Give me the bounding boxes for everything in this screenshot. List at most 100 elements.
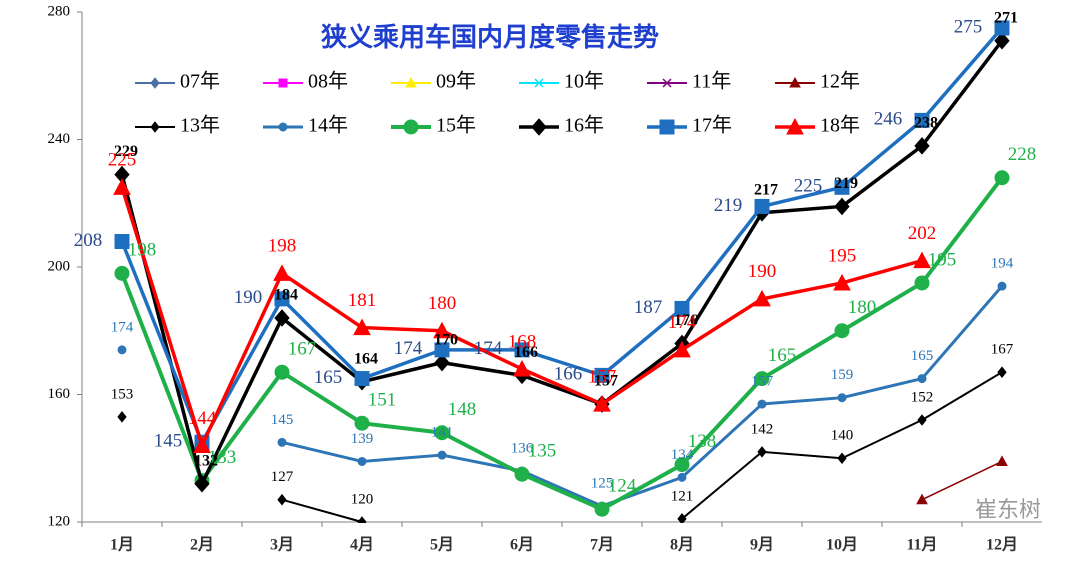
x-tick-label: 5月 — [430, 536, 454, 554]
series-line — [281, 498, 363, 523]
marker — [837, 393, 847, 403]
marker — [677, 513, 687, 523]
data-label: 166 — [514, 344, 538, 361]
data-label: 190 — [234, 287, 263, 308]
series-line — [120, 186, 923, 448]
marker — [114, 265, 130, 281]
data-label: 275 — [954, 16, 983, 37]
data-label: 139 — [351, 431, 374, 447]
legend-label: 13年 — [180, 114, 220, 137]
data-label: 127 — [271, 469, 294, 485]
marker — [274, 364, 290, 380]
data-label: 225 — [108, 150, 137, 171]
legend-label: 16年 — [564, 114, 604, 137]
legend-label: 17年 — [692, 114, 732, 137]
x-tick-label: 9月 — [750, 536, 774, 554]
data-label: 187 — [634, 297, 663, 318]
data-label: 202 — [908, 223, 937, 244]
marker — [834, 179, 850, 195]
marker — [593, 395, 611, 412]
marker — [357, 456, 367, 466]
data-label: 225 — [794, 176, 823, 197]
data-label: 157 — [751, 374, 774, 390]
data-label: 174 — [394, 338, 423, 359]
marker — [994, 170, 1010, 186]
marker — [594, 501, 610, 517]
data-label: 228 — [1008, 144, 1037, 165]
y-tick-label: 280 — [48, 3, 71, 19]
data-label: 271 — [994, 9, 1018, 26]
legend-marker — [150, 77, 160, 89]
data-label: 180 — [428, 293, 457, 314]
data-label: 124 — [608, 476, 637, 497]
data-label: 145 — [154, 431, 183, 452]
marker — [673, 340, 691, 358]
x-tick-label: 7月 — [590, 536, 614, 554]
data-label: 140 — [831, 428, 854, 444]
marker — [117, 345, 127, 355]
marker — [274, 309, 290, 327]
x-tick-label: 4月 — [350, 536, 374, 554]
data-label: 167 — [991, 342, 1014, 358]
series-line — [120, 39, 1004, 486]
data-label: 157 — [588, 366, 617, 387]
data-label: 144 — [188, 408, 217, 429]
legend-label: 11年 — [692, 70, 731, 93]
y-tick-label: 240 — [48, 131, 71, 147]
legend-marker — [405, 76, 417, 88]
legend-label: 07年 — [180, 70, 220, 93]
marker — [834, 323, 850, 339]
data-label: 198 — [268, 236, 297, 257]
marker — [674, 300, 690, 316]
marker — [353, 318, 371, 336]
data-label: 164 — [354, 350, 378, 367]
legend-label: 10年 — [564, 70, 604, 93]
marker — [997, 281, 1007, 291]
data-label: 125 — [591, 476, 614, 492]
data-label: 159 — [831, 367, 854, 383]
series-line — [120, 26, 1004, 445]
marker — [433, 321, 451, 339]
data-label: 219 — [834, 175, 858, 192]
marker — [913, 251, 931, 269]
marker — [437, 450, 447, 460]
data-label: 148 — [448, 399, 477, 420]
data-label: 136 — [511, 440, 534, 456]
marker — [357, 516, 367, 523]
y-tick-label: 200 — [48, 258, 71, 274]
data-label: 138 — [688, 431, 717, 452]
legend-marker — [278, 78, 288, 88]
x-tick-label: 10月 — [826, 536, 858, 554]
marker — [193, 436, 211, 453]
data-label: 165 — [314, 367, 343, 388]
marker — [757, 446, 767, 458]
data-label: 246 — [874, 109, 903, 130]
legend-marker — [403, 119, 419, 135]
x-tick-label: 6月 — [510, 536, 534, 554]
marker — [434, 353, 450, 372]
marker — [674, 457, 690, 473]
legend-marker — [150, 121, 160, 133]
legend-marker — [789, 76, 801, 88]
x-tick-label: 11月 — [906, 536, 937, 554]
data-label: 121 — [671, 488, 694, 504]
data-label: 180 — [848, 297, 877, 318]
marker — [277, 437, 287, 447]
y-tick-label: 120 — [48, 513, 71, 529]
data-label: 194 — [991, 256, 1014, 272]
data-label: 168 — [508, 331, 537, 352]
y-tick-label: 160 — [48, 386, 71, 402]
x-tick-label: 1月 — [110, 536, 134, 554]
data-label: 195 — [828, 245, 857, 266]
data-label: 132 — [194, 452, 218, 469]
data-label: 134 — [671, 447, 694, 463]
x-tick-label: 3月 — [270, 536, 294, 554]
marker — [837, 452, 847, 465]
data-label: 217 — [754, 181, 778, 198]
data-label: 142 — [751, 421, 774, 437]
marker — [677, 472, 687, 482]
marker — [917, 414, 927, 426]
series-line — [921, 460, 1003, 501]
marker — [434, 425, 450, 441]
